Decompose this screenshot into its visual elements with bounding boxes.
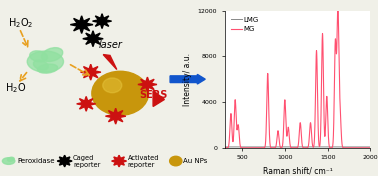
Polygon shape: [81, 64, 101, 80]
Polygon shape: [138, 77, 157, 92]
Circle shape: [92, 71, 149, 115]
Text: H$_2$O: H$_2$O: [5, 81, 26, 95]
Polygon shape: [153, 91, 164, 106]
Ellipse shape: [8, 157, 14, 161]
Polygon shape: [83, 31, 103, 47]
Circle shape: [103, 78, 122, 93]
Legend: LMG, MG: LMG, MG: [228, 14, 262, 35]
LMG: [293, 146, 298, 148]
Polygon shape: [70, 16, 93, 33]
LMG: [230, 146, 235, 148]
MG: [290, 147, 294, 149]
LMG: [368, 146, 373, 148]
X-axis label: Raman shift/ cm⁻¹: Raman shift/ cm⁻¹: [263, 166, 333, 175]
MG: [364, 147, 369, 149]
Text: Activated
reporter: Activated reporter: [127, 155, 159, 168]
Circle shape: [170, 156, 182, 166]
Text: H$_2$O$_2$: H$_2$O$_2$: [8, 16, 33, 30]
Line: MG: MG: [225, 5, 370, 148]
Polygon shape: [93, 14, 112, 29]
LMG: [290, 146, 294, 148]
Ellipse shape: [30, 51, 47, 62]
Y-axis label: Intensity/ a.u.: Intensity/ a.u.: [183, 53, 192, 106]
MG: [230, 136, 235, 138]
Ellipse shape: [37, 64, 58, 73]
Text: Au NPs: Au NPs: [183, 158, 208, 164]
Polygon shape: [112, 155, 127, 167]
MG: [336, 4, 340, 7]
Ellipse shape: [2, 158, 15, 164]
MG: [368, 147, 373, 149]
LMG: [337, 146, 342, 148]
Polygon shape: [105, 108, 126, 124]
Ellipse shape: [27, 51, 64, 72]
Ellipse shape: [42, 48, 63, 61]
MG: [293, 147, 298, 149]
Polygon shape: [77, 96, 96, 111]
Ellipse shape: [33, 60, 48, 70]
LMG: [364, 146, 369, 148]
LMG: [223, 146, 227, 148]
Text: SERS: SERS: [139, 90, 168, 100]
MG: [364, 147, 369, 149]
MG: [223, 147, 227, 149]
Text: Caged
reporter: Caged reporter: [73, 155, 101, 168]
Polygon shape: [103, 55, 117, 70]
Text: laser: laser: [99, 40, 122, 50]
Text: Peroxidase: Peroxidase: [17, 158, 54, 164]
FancyArrow shape: [170, 74, 205, 84]
Polygon shape: [57, 155, 72, 167]
MG: [337, 88, 342, 90]
LMG: [364, 146, 369, 148]
